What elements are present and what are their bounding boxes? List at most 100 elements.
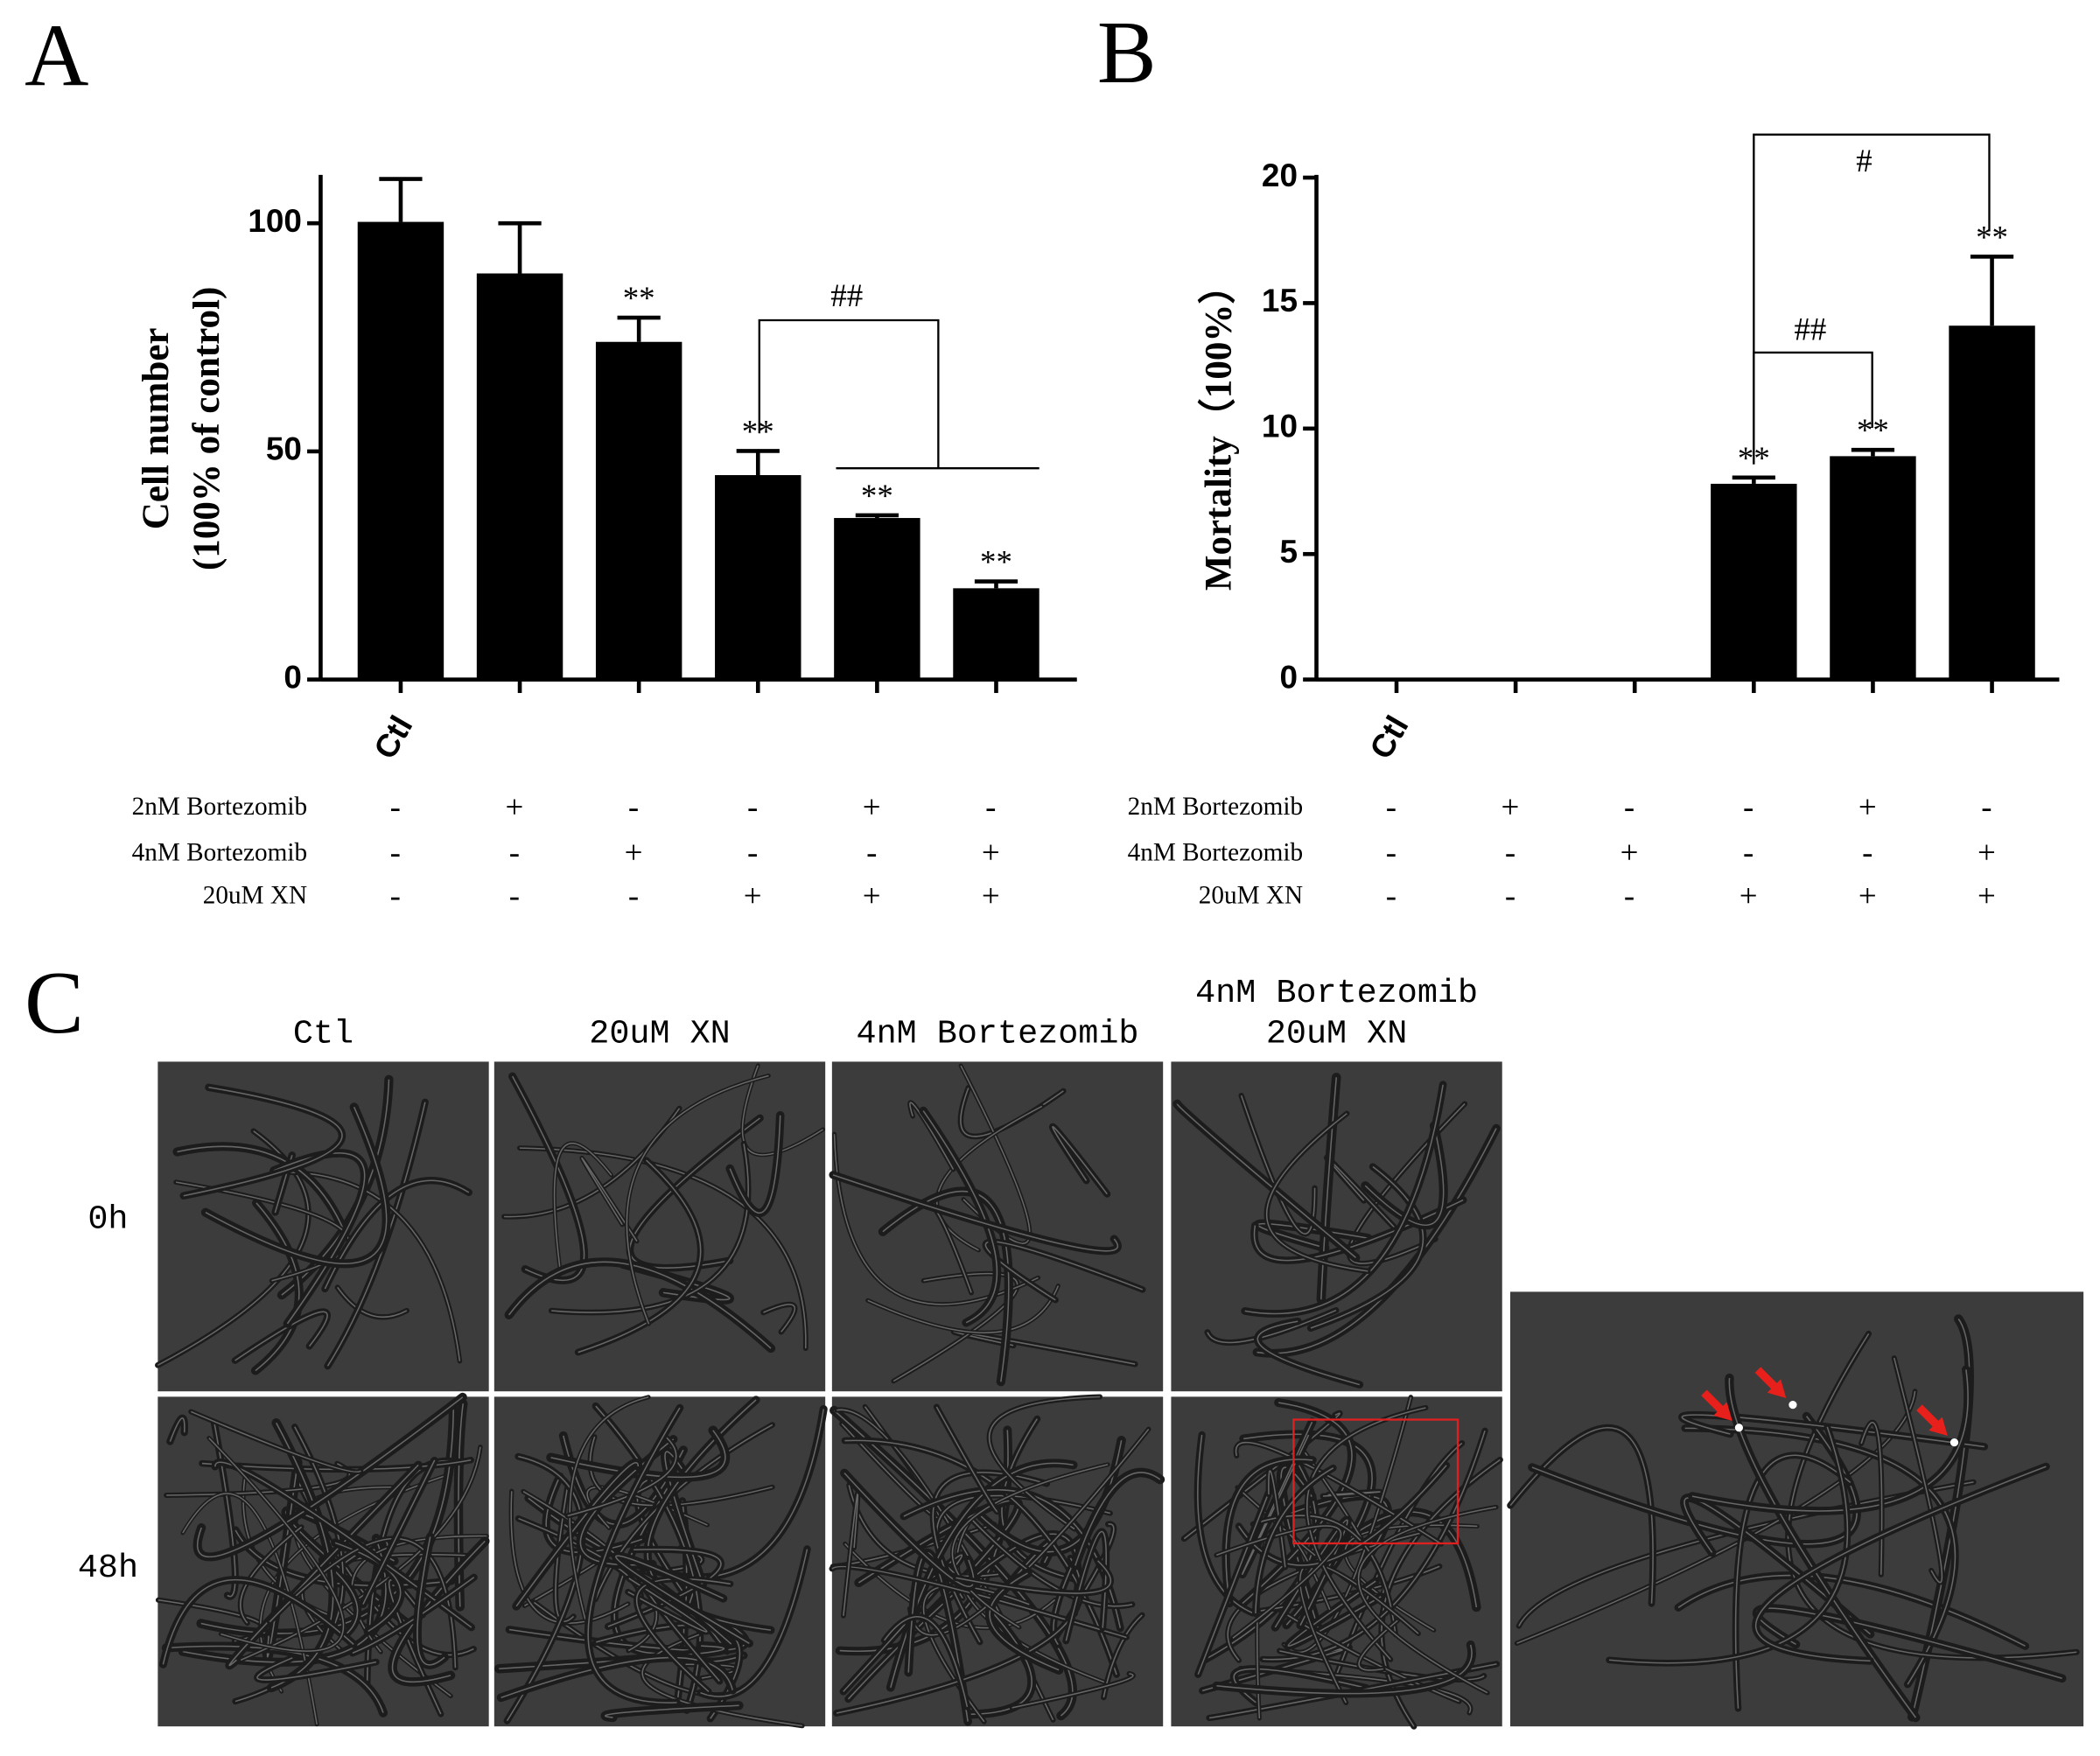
vacuole [1950, 1438, 1959, 1447]
cell-edge [214, 1461, 472, 1628]
condition-sign: + [1858, 788, 1877, 824]
cell-edge [208, 1438, 345, 1652]
cell-edge [197, 1396, 464, 1558]
cell-edge [169, 1417, 186, 1442]
column-label: 20uM XN [589, 1014, 730, 1053]
cell-edge [1322, 1491, 1381, 1497]
cell-edge [843, 1492, 859, 1616]
condition-sign: + [1978, 878, 1996, 913]
y-tick-label: 10 [1262, 409, 1298, 444]
condition-label: 4nM Bortezomib [1128, 838, 1303, 866]
cell-edge [627, 1578, 708, 1633]
cell-edge [1306, 1407, 1426, 1661]
cell-edge [1728, 1378, 1917, 1718]
cell-edge [1684, 1427, 1956, 1685]
bracket-label: ## [1794, 311, 1826, 346]
bracket [1753, 351, 1873, 465]
y-axis-label: Mortality（100%） [1198, 267, 1240, 591]
cell-edge [922, 1110, 998, 1324]
cell-edge [255, 1202, 300, 1372]
condition-sign: + [1502, 788, 1520, 824]
error-bar [855, 513, 899, 519]
cell-edge [205, 1107, 388, 1264]
condition-label: 2nM Bortezomib [132, 793, 307, 821]
bracket-label: ## [830, 277, 863, 313]
cell-edge [234, 1446, 481, 1664]
condition-sign: + [863, 788, 881, 824]
cell-edge [508, 1261, 772, 1349]
cell-edge [352, 1577, 475, 1655]
cell-edge [183, 1087, 343, 1197]
arrowhead [1713, 1402, 1732, 1422]
bracket [758, 318, 940, 469]
bar [834, 518, 920, 680]
cell-edge [553, 1143, 612, 1273]
cell-edge [1357, 1506, 1497, 1694]
cell-edge [589, 1436, 773, 1507]
condition-sign: - [1743, 835, 1754, 871]
cell-edge [1012, 1673, 1134, 1709]
cell-edge [1207, 1309, 1337, 1344]
cell-edge [908, 1428, 1150, 1636]
cell-edge [1509, 1427, 1654, 1604]
cell-edge [1310, 1165, 1424, 1329]
vacuole [1788, 1400, 1797, 1410]
cell-edge [1255, 1467, 1334, 1613]
condition-sign: + [982, 835, 1000, 871]
cell-edge [1225, 1459, 1313, 1604]
cell-edge [700, 1549, 808, 1697]
cell-edge [922, 1585, 1030, 1723]
error-bar [617, 315, 661, 342]
significance-label: ** [742, 413, 774, 449]
cell-edge [1531, 1416, 1858, 1545]
cell-edge [1240, 1095, 1316, 1235]
cell-edge [177, 1145, 345, 1230]
cell-edge [729, 1115, 781, 1214]
significance-label: ** [980, 544, 1012, 580]
cell-edge [1691, 1369, 1969, 1512]
cell-edge [391, 1540, 486, 1683]
cell-edge [741, 1065, 824, 1156]
cell-edge [1052, 1126, 1108, 1195]
panel-label: A [24, 6, 88, 104]
cell-edge [867, 1285, 1060, 1333]
cell-edge [337, 1286, 408, 1318]
condition-sign: - [390, 788, 401, 824]
cell-edge [1320, 1077, 1338, 1300]
micrograph [494, 1061, 826, 1392]
condition-sign: - [1981, 788, 1992, 824]
error-bar [1732, 475, 1775, 484]
error-bar [379, 177, 423, 222]
cell-edge [615, 1555, 750, 1644]
cell-edge [956, 1508, 1110, 1685]
y-tick-label: 100 [248, 203, 302, 239]
condition-sign: - [1505, 835, 1516, 871]
cell-edge [1755, 1466, 2047, 1662]
cell-edge [1176, 1102, 1356, 1258]
cell-edge [1364, 1125, 1445, 1226]
condition-sign: + [1858, 878, 1877, 913]
cell-edge [550, 1430, 726, 1479]
cell-edge [182, 1493, 318, 1725]
significance-label: ** [861, 478, 893, 514]
row-label: 0h [88, 1200, 128, 1239]
bracket [1753, 133, 1991, 465]
y-tick-label: 5 [1279, 534, 1298, 570]
y-tick-label: 50 [266, 431, 302, 467]
cell-edge [190, 1410, 361, 1473]
condition-sign: - [866, 835, 877, 871]
cell-edge [763, 1304, 796, 1333]
cell-edge [1256, 1320, 1360, 1386]
cell-edge [1608, 1426, 1849, 1664]
condition-sign: + [744, 878, 762, 913]
condition-sign: - [1743, 788, 1754, 824]
cell-edge [578, 1159, 702, 1354]
micrograph [158, 1061, 489, 1392]
cell-edge [510, 1491, 629, 1625]
cell-edge [234, 1311, 328, 1361]
column-label: Ctl [293, 1014, 354, 1053]
cell-edge [324, 1179, 470, 1290]
cell-edge [162, 1578, 354, 1665]
cell-edge [980, 1440, 1123, 1553]
